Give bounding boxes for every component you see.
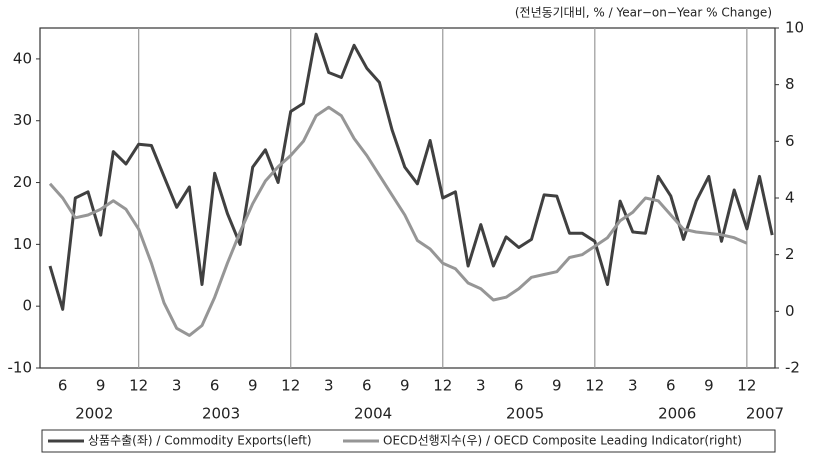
- x-tick-label: 9: [704, 377, 714, 395]
- x-tick-label: 12: [281, 377, 300, 395]
- year-label: 2004: [354, 405, 392, 423]
- legend-box: [41, 429, 776, 453]
- year-label: 2006: [658, 405, 696, 423]
- x-tick-label: 6: [514, 377, 524, 395]
- y2-tick-label: -2: [785, 359, 800, 377]
- legend-label: OECD선행지수(우) / OECD Composite Leading Ind…: [383, 433, 742, 448]
- y-tick-label: -10: [8, 359, 33, 377]
- y2-tick-label: 4: [785, 189, 795, 207]
- y2-tick-label: 6: [785, 132, 795, 150]
- x-tick-label: 9: [400, 377, 410, 395]
- x-tick-label: 9: [248, 377, 258, 395]
- x-tick-label: 6: [666, 377, 676, 395]
- x-tick-label: 6: [210, 377, 220, 395]
- y2-tick-label: 10: [785, 19, 804, 37]
- x-tick-label: 6: [58, 377, 68, 395]
- y2-tick-label: 8: [785, 75, 795, 93]
- y-tick-label: 20: [13, 173, 32, 191]
- x-tick-label: 12: [585, 377, 604, 395]
- x-tick-label: 12: [129, 377, 148, 395]
- chart-title: (전년동기대비, % / Year−on−Year % Change): [515, 6, 772, 20]
- year-label: 2003: [202, 405, 240, 423]
- year-label: 2002: [75, 405, 113, 423]
- legend-label: 상품수출(좌) / Commodity Exports(left): [88, 434, 312, 448]
- year-label: 2005: [506, 405, 544, 423]
- y2-tick-label: 0: [785, 302, 795, 320]
- y-tick-label: 40: [13, 49, 32, 67]
- x-tick-label: 12: [433, 377, 452, 395]
- x-tick-label: 3: [476, 377, 486, 395]
- x-tick-label: 3: [324, 377, 334, 395]
- series-line: [48, 32, 774, 311]
- y-tick-label: 0: [22, 297, 32, 315]
- y-tick-label: 30: [13, 111, 32, 129]
- x-tick-label: 3: [172, 377, 182, 395]
- year-label: 2007: [746, 405, 784, 423]
- y2-tick-label: 2: [785, 245, 795, 263]
- y-tick-label: 10: [13, 235, 32, 253]
- x-tick-label: 9: [552, 377, 562, 395]
- series-line: [48, 105, 748, 337]
- plot-frame: [39, 27, 776, 369]
- x-tick-label: 12: [737, 377, 756, 395]
- x-tick-label: 6: [362, 377, 372, 395]
- x-tick-label: 9: [96, 377, 106, 395]
- x-tick-label: 3: [628, 377, 638, 395]
